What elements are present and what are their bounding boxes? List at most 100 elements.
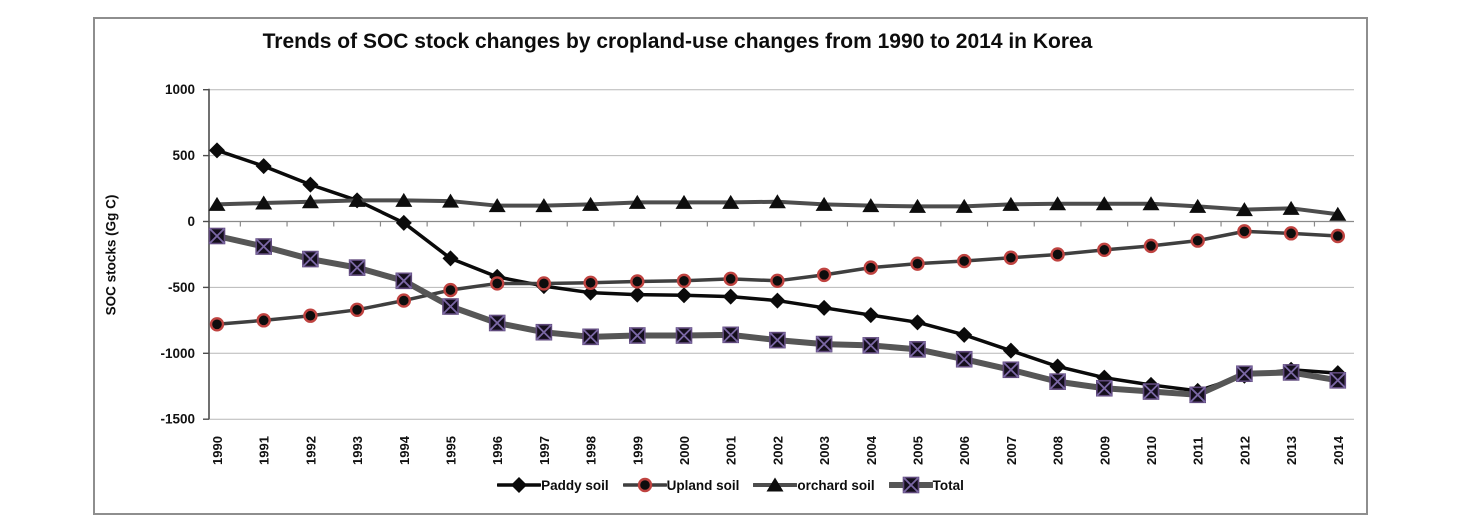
square-x-marker	[862, 337, 880, 354]
diamond-marker	[676, 287, 692, 304]
legend-label: orchard soil	[797, 477, 875, 493]
circle-marker	[676, 273, 692, 289]
circle-marker	[630, 274, 645, 289]
diamond-marker	[395, 214, 412, 231]
circle-marker	[910, 256, 925, 271]
circle-marker	[770, 273, 785, 289]
square-x-marker	[302, 250, 319, 268]
square-x-marker	[1049, 373, 1066, 390]
legend-item-paddy-soil: Paddy soil	[497, 475, 609, 495]
x-tick-label: 2008	[1051, 436, 1066, 465]
x-tick-label: 1993	[350, 436, 365, 465]
legend-label: Total	[932, 477, 964, 493]
x-tick-label: 2005	[911, 436, 926, 465]
x-tick-label: 1991	[257, 436, 272, 465]
circle-marker	[957, 253, 972, 269]
diamond-marker	[1049, 358, 1066, 375]
square-x-marker	[582, 328, 599, 346]
circle-marker	[303, 308, 318, 323]
circle-marker	[396, 293, 411, 308]
series-line	[215, 148, 1340, 393]
circle-marker	[1050, 247, 1065, 262]
legend-item-orchard-soil: orchard soil	[753, 475, 875, 495]
series-paddy-soil	[209, 142, 1346, 399]
legend-label: Paddy soil	[541, 477, 609, 493]
x-tick-label: 1997	[537, 436, 552, 465]
circle-marker	[863, 260, 878, 275]
triangle-marker	[255, 195, 273, 210]
x-tick-label: 2011	[1191, 437, 1206, 465]
x-tick-label: 1996	[490, 436, 505, 465]
y-tick-label: 0	[187, 214, 195, 229]
x-tick-label: 2009	[1097, 436, 1112, 465]
x-tick-label: 1999	[630, 436, 645, 465]
square-x-marker	[1142, 383, 1160, 400]
paddy-soil-line-marker-icon	[497, 477, 542, 493]
square-x-marker	[628, 327, 646, 344]
upland-soil-line-marker-icon	[622, 477, 667, 493]
circle-marker	[1190, 233, 1205, 248]
triangle-marker	[1049, 196, 1067, 211]
triangle-marker	[955, 198, 973, 213]
triangle-marker	[1282, 200, 1300, 215]
circle-marker	[1097, 242, 1112, 258]
square-x-marker	[1002, 361, 1020, 379]
y-tick-label: -1000	[160, 346, 195, 361]
square-x-marker	[442, 298, 459, 315]
diamond-marker	[722, 288, 739, 305]
triangle-marker	[1189, 198, 1207, 213]
triangle-marker	[208, 196, 226, 211]
square-x-marker	[1329, 372, 1347, 389]
diamond-marker	[956, 326, 973, 343]
square-x-marker	[1282, 364, 1300, 381]
y-tick-label: -500	[168, 280, 195, 295]
circle-marker	[536, 276, 552, 291]
square-x-marker	[488, 314, 506, 332]
triangle-marker	[1095, 196, 1113, 211]
square-x-marker	[208, 227, 226, 245]
diamond-marker	[909, 314, 926, 331]
square-x-marker	[955, 350, 973, 368]
diamond-marker	[255, 158, 272, 175]
series-orchard-soil	[208, 192, 1347, 221]
circle-marker	[256, 313, 271, 328]
diamond-marker	[769, 292, 786, 309]
triangle-marker	[722, 194, 740, 209]
triangle-marker	[1142, 196, 1160, 211]
legend-label: Upland soil	[666, 477, 740, 493]
square-x-marker	[1189, 386, 1206, 404]
series-line	[214, 232, 1341, 398]
square-x-marker	[909, 341, 926, 358]
chart-frame: Trends of SOC stock changes by cropland-…	[93, 17, 1368, 515]
circle-marker	[490, 276, 505, 291]
circle-marker	[209, 317, 225, 332]
x-tick-label: 1992	[303, 436, 318, 465]
x-tick-label: 1995	[444, 436, 459, 465]
diamond-marker	[511, 477, 528, 493]
series-total	[208, 227, 1347, 404]
triangle-marker	[442, 193, 459, 208]
triangle-marker	[766, 477, 784, 492]
circle-marker	[1143, 238, 1159, 254]
x-tick-label: 2003	[817, 436, 832, 465]
series-upland-soil	[209, 224, 1346, 332]
square-x-marker	[395, 272, 413, 290]
triangle-marker	[768, 194, 786, 209]
diamond-marker	[1002, 342, 1019, 359]
square-x-marker	[902, 476, 919, 494]
x-tick-label: 2012	[1237, 436, 1252, 465]
triangle-marker	[815, 196, 833, 211]
diamond-marker	[862, 307, 879, 324]
triangle-marker	[675, 194, 693, 209]
x-tick-label: 2010	[1144, 436, 1159, 465]
x-tick-label: 2001	[724, 436, 739, 465]
circle-marker	[443, 282, 458, 298]
x-tick-label: 2004	[864, 435, 879, 465]
legend: Paddy soil Upland soil orchard soil Tota…	[95, 475, 1366, 495]
triangle-marker	[488, 198, 506, 213]
y-tick-label: -1500	[160, 412, 195, 427]
square-x-marker	[535, 323, 553, 341]
triangle-marker	[1329, 206, 1347, 221]
circle-marker	[723, 271, 738, 287]
